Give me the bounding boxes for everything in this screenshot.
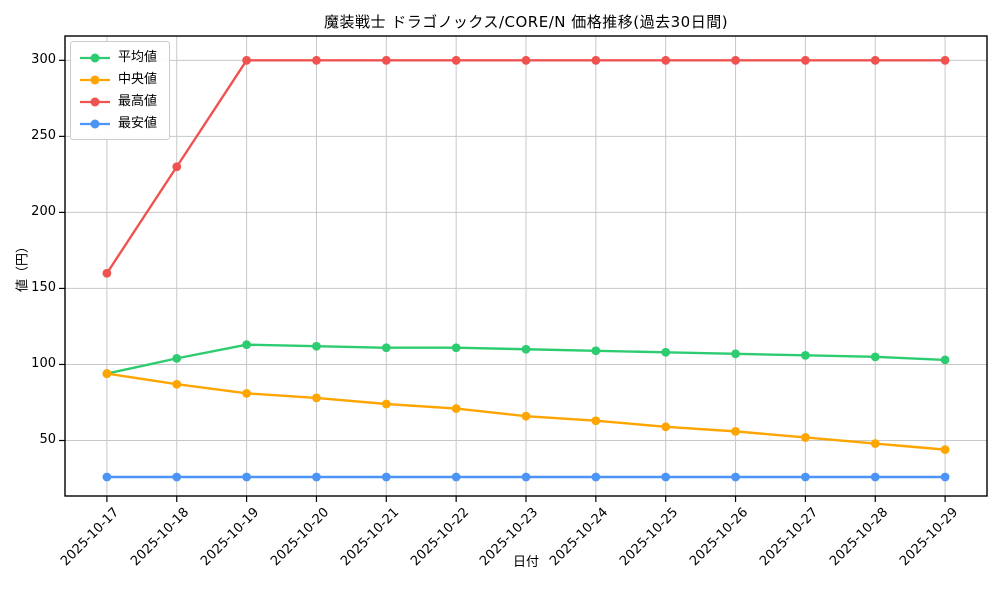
data-point-marker — [312, 55, 321, 65]
data-point-marker — [242, 340, 252, 350]
data-point-marker — [731, 55, 740, 65]
data-point-marker — [661, 422, 671, 432]
data-point-marker — [800, 433, 810, 442]
data-point-marker — [451, 404, 461, 413]
data-point-marker — [591, 416, 601, 426]
data-point-marker — [242, 388, 252, 398]
data-point-marker — [172, 379, 182, 389]
data-point-marker — [102, 369, 112, 378]
y-tick-label: 100 — [31, 356, 56, 372]
y-tick-label: 200 — [31, 204, 56, 220]
data-point-marker — [731, 349, 740, 359]
data-point-marker — [591, 346, 601, 356]
data-point-marker — [800, 350, 810, 360]
y-tick-label: 250 — [31, 128, 56, 144]
data-point-marker — [591, 55, 601, 65]
legend-label: 中央値 — [118, 72, 158, 87]
data-point-marker — [521, 472, 531, 482]
data-point-marker — [661, 472, 671, 482]
data-point-marker — [800, 55, 810, 65]
data-point-marker — [940, 472, 950, 482]
legend-entry-min: 最安値 — [79, 115, 157, 132]
data-point-marker — [312, 393, 321, 403]
data-point-marker — [312, 472, 321, 482]
data-point-marker — [731, 426, 740, 436]
data-point-marker — [381, 472, 391, 482]
data-point-marker — [800, 472, 810, 482]
legend-label: 最高値 — [118, 94, 158, 109]
data-point-marker — [940, 445, 950, 455]
legend-label: 最安値 — [118, 116, 158, 131]
data-point-marker — [521, 411, 531, 421]
line-marker-icon — [80, 97, 110, 106]
legend-entry-max: 最高値 — [79, 93, 157, 110]
line-marker-icon — [80, 53, 110, 62]
legend-label: 平均値 — [118, 50, 158, 65]
data-point-marker — [172, 472, 182, 482]
data-point-marker — [102, 268, 112, 278]
data-point-marker — [312, 341, 321, 351]
y-tick-label: 50 — [39, 432, 56, 448]
data-point-marker — [451, 472, 461, 482]
y-tick-label: 300 — [31, 52, 56, 68]
legend-entry-average: 平均値 — [79, 49, 157, 66]
legend: 平均値 中央値 最高値 最安値 — [70, 41, 171, 140]
data-point-marker — [591, 472, 601, 482]
data-point-marker — [102, 472, 112, 482]
data-point-marker — [451, 55, 461, 65]
data-point-marker — [172, 353, 182, 363]
chart-title: 魔装戦士 ドラゴノックス/CORE/N 価格推移(過去30日間) — [323, 13, 729, 31]
data-point-marker — [870, 55, 880, 65]
x-axis-label: 日付 — [512, 555, 539, 570]
line-marker-icon — [80, 119, 110, 128]
data-point-marker — [940, 55, 950, 65]
data-point-marker — [870, 439, 880, 448]
data-point-marker — [521, 344, 531, 354]
line-marker-icon — [80, 75, 110, 84]
legend-entry-median: 中央値 — [79, 71, 157, 88]
y-tick-label: 150 — [31, 280, 56, 296]
data-point-marker — [242, 55, 252, 65]
data-point-marker — [381, 343, 391, 353]
data-point-marker — [521, 55, 531, 65]
data-point-marker — [661, 55, 671, 65]
data-point-marker — [870, 352, 880, 362]
plot-border — [64, 35, 988, 497]
data-point-marker — [870, 472, 880, 482]
data-point-marker — [242, 472, 252, 482]
data-point-marker — [381, 399, 391, 409]
data-point-marker — [731, 472, 740, 482]
data-point-marker — [940, 355, 950, 365]
data-point-marker — [381, 55, 391, 65]
data-point-marker — [661, 347, 671, 357]
data-point-marker — [172, 162, 182, 172]
data-point-marker — [451, 343, 461, 353]
